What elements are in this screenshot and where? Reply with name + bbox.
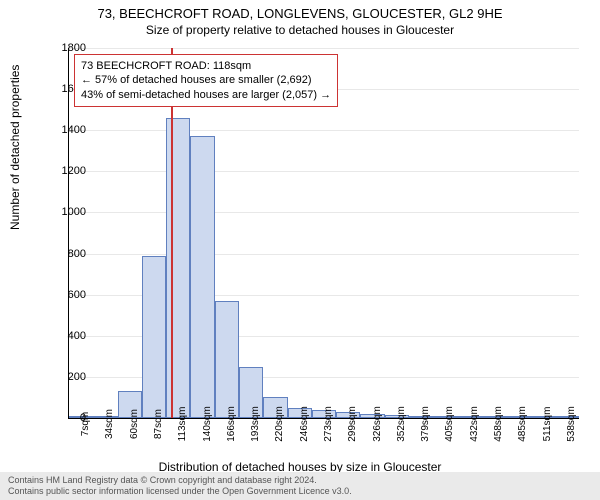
y-tick-label: 200: [46, 371, 86, 383]
x-tick-label: 299sqm: [347, 406, 358, 442]
callout-line3: 43% of semi-detached houses are larger (…: [81, 88, 331, 102]
footer: Contains HM Land Registry data © Crown c…: [0, 472, 600, 500]
histogram-bar: [142, 256, 166, 418]
title-sub: Size of property relative to detached ho…: [0, 21, 600, 37]
y-tick-label: 800: [46, 248, 86, 260]
histogram-bar: [166, 118, 190, 418]
y-tick-label: 1200: [46, 165, 86, 177]
grid-line: [69, 130, 579, 131]
x-tick-label: 220sqm: [274, 406, 285, 442]
x-tick-label: 166sqm: [226, 406, 237, 442]
x-tick-label: 7sqm: [80, 412, 91, 436]
histogram-bar: [215, 301, 239, 418]
x-tick-label: 193sqm: [250, 406, 261, 442]
x-tick-label: 485sqm: [517, 406, 528, 442]
grid-line: [69, 254, 579, 255]
histogram-bar: [190, 136, 214, 418]
footer-line1: Contains HM Land Registry data © Crown c…: [8, 475, 592, 486]
x-tick-label: 405sqm: [444, 406, 455, 442]
y-tick-label: 1000: [46, 206, 86, 218]
x-tick-label: 458sqm: [493, 406, 504, 442]
y-axis-label: Number of detached properties: [8, 65, 22, 230]
y-tick-label: 1400: [46, 124, 86, 136]
x-tick-label: 352sqm: [396, 406, 407, 442]
footer-line2: Contains public sector information licen…: [8, 486, 592, 497]
title-main: 73, BEECHCROFT ROAD, LONGLEVENS, GLOUCES…: [0, 0, 600, 21]
x-tick-label: 113sqm: [177, 407, 188, 442]
callout-line2: ← 57% of detached houses are smaller (2,…: [81, 73, 331, 87]
x-tick-label: 87sqm: [153, 409, 164, 439]
y-tick-label: 600: [46, 289, 86, 301]
callout-box: 73 BEECHCROFT ROAD: 118sqm← 57% of detac…: [74, 54, 338, 107]
x-tick-label: 511sqm: [542, 407, 553, 442]
x-tick-label: 273sqm: [323, 406, 334, 442]
x-tick-label: 246sqm: [299, 406, 310, 442]
x-tick-label: 140sqm: [202, 406, 213, 442]
x-tick-label: 34sqm: [104, 409, 115, 439]
callout-line1: 73 BEECHCROFT ROAD: 118sqm: [81, 59, 331, 73]
grid-line: [69, 171, 579, 172]
y-tick-label: 400: [46, 330, 86, 342]
x-tick-label: 432sqm: [469, 406, 480, 442]
x-tick-label: 60sqm: [129, 409, 140, 439]
grid-line: [69, 48, 579, 49]
y-tick-label: 1800: [46, 42, 86, 54]
x-tick-label: 379sqm: [420, 406, 431, 442]
x-tick-label: 538sqm: [566, 406, 577, 442]
grid-line: [69, 212, 579, 213]
x-tick-label: 326sqm: [372, 406, 383, 442]
